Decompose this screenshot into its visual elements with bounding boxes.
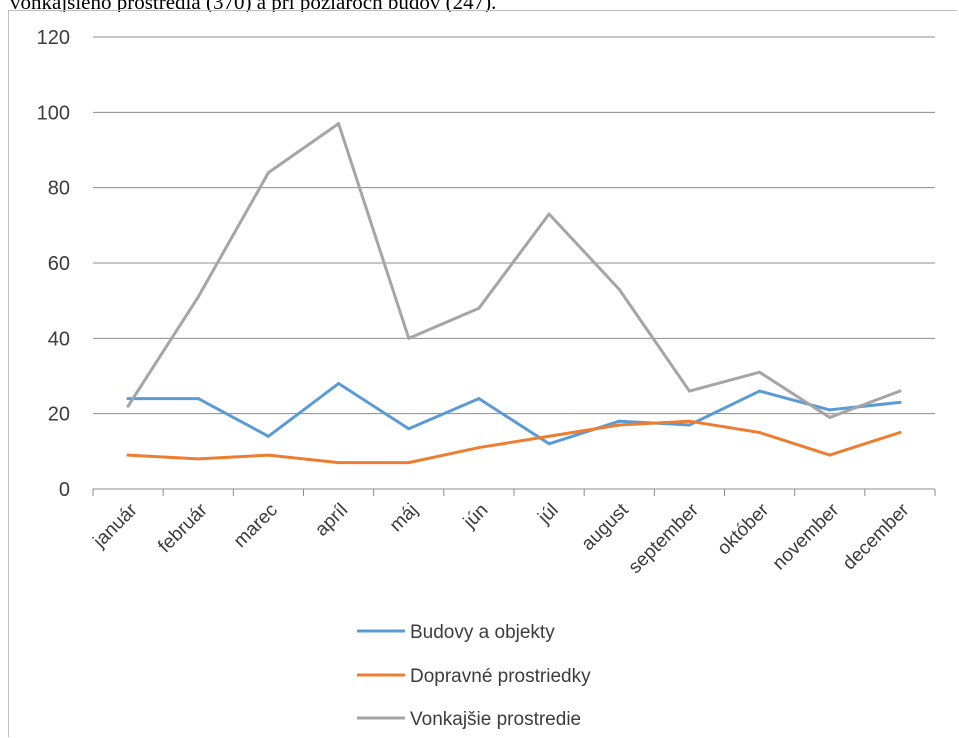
y-tick-label: 40 xyxy=(48,328,70,350)
data-point xyxy=(898,431,902,434)
data-point xyxy=(758,389,762,393)
series-line-3 xyxy=(126,122,902,419)
y-tick-label: 120 xyxy=(37,27,70,49)
x-axis xyxy=(92,488,936,496)
chart-caption: vonkajšieho prostredia (370) a pri požia… xyxy=(10,0,497,12)
data-point xyxy=(828,453,832,457)
x-tick-label: august xyxy=(578,499,634,555)
data-point xyxy=(547,442,551,446)
data-point xyxy=(687,423,691,427)
y-tick-label: 80 xyxy=(48,178,70,200)
data-point xyxy=(687,389,691,393)
data-point xyxy=(828,408,832,412)
data-point xyxy=(617,419,621,423)
data-point xyxy=(477,397,481,401)
legend-label: Budovy a objekty xyxy=(410,622,555,643)
data-point xyxy=(337,461,341,465)
y-axis-ticks: 0 20 40 60 80 100 120 xyxy=(37,27,70,501)
data-point xyxy=(547,212,551,216)
data-point xyxy=(758,431,762,434)
series-line-1 xyxy=(126,382,902,446)
x-axis-ticks: január február marec apríl máj jún júl augustse… xyxy=(89,499,914,578)
legend-label: Vonkajšie prostredie xyxy=(410,709,581,730)
y-tick-label: 0 xyxy=(59,479,70,501)
x-tick-label: január xyxy=(89,499,142,552)
x-tick-label: november xyxy=(769,499,844,574)
data-point xyxy=(407,336,411,340)
data-point xyxy=(266,434,270,438)
x-tick-label: apríl xyxy=(311,500,352,541)
x-tick-label: jún xyxy=(459,500,492,533)
x-tick-label: máj xyxy=(386,500,423,537)
x-tick-label: december xyxy=(839,499,914,574)
data-point xyxy=(898,389,902,393)
y-tick-label: 100 xyxy=(37,102,70,124)
data-point xyxy=(687,419,691,423)
data-point xyxy=(266,453,270,457)
y-tick-label: 60 xyxy=(48,253,70,275)
series-lines xyxy=(126,122,902,465)
x-tick-label: február xyxy=(154,499,212,557)
gridlines xyxy=(93,36,935,415)
data-point xyxy=(126,397,130,401)
data-point xyxy=(617,423,621,427)
x-tick-label: júl xyxy=(534,500,563,529)
data-point xyxy=(898,400,902,404)
data-point xyxy=(337,382,341,386)
legend: Budovy a objekty Dopravné prostriedky Vonk… xyxy=(357,622,591,730)
data-point xyxy=(617,287,621,291)
data-point xyxy=(547,434,551,438)
data-point xyxy=(477,446,481,450)
legend-label: Dopravné prostriedky xyxy=(410,666,591,687)
data-point xyxy=(407,461,411,465)
data-point xyxy=(196,397,200,401)
data-point xyxy=(407,427,411,431)
x-tick-label: marec xyxy=(230,500,282,552)
data-point xyxy=(196,457,200,461)
x-tick-label: september xyxy=(625,499,704,578)
series-line-2 xyxy=(126,419,902,465)
data-point xyxy=(477,306,481,310)
data-point xyxy=(126,453,130,457)
data-point xyxy=(126,404,130,408)
data-point xyxy=(266,171,270,175)
data-point xyxy=(196,295,200,299)
x-tick-label: október xyxy=(713,499,773,559)
data-point xyxy=(337,122,341,126)
chart-frame xyxy=(8,10,957,737)
data-point xyxy=(758,370,762,374)
y-tick-label: 20 xyxy=(48,404,70,426)
data-point xyxy=(828,415,832,419)
